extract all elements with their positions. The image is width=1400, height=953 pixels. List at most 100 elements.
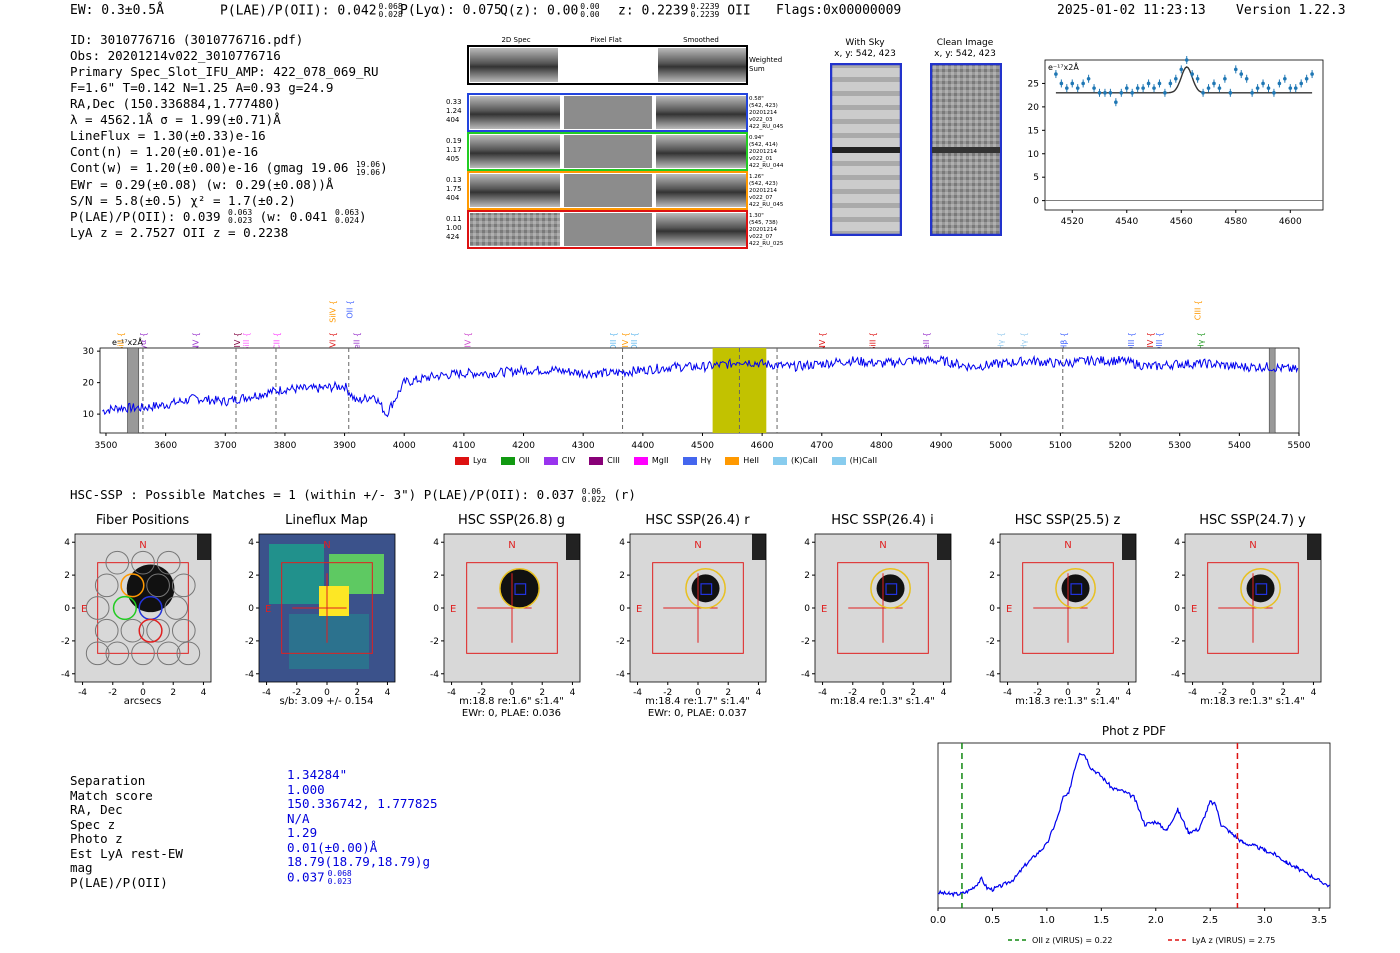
image-xtick-label: 4 — [1126, 688, 1132, 698]
match-plae-lo: 0.023 — [327, 876, 352, 886]
image-panel-title: HSC SSP(25.5) z — [1014, 513, 1121, 528]
match-label: Photo z — [70, 831, 123, 846]
match-plae-hi: 0.068 — [327, 868, 352, 878]
zoom-point — [1272, 91, 1276, 95]
image-match-ellipse — [1240, 567, 1281, 609]
spec-xtick-label: 3700 — [214, 441, 237, 451]
image-panel: N E -4 -4 -2 -2 0 0 2 2 4 4 — [986, 533, 1137, 698]
match-plae-bounds: 0.068 0.023 — [327, 868, 352, 886]
image-panel-caption: m:18.3 re:1.3" s:1.4" — [980, 696, 1155, 708]
spec-legend-swatch — [455, 456, 469, 465]
spec-xtick-label: 4100 — [452, 441, 475, 451]
cutout-panel: 2D Spec Pixel Flat Smoothed Weighted Sum… — [446, 36, 784, 249]
match-value: 1.000 — [287, 782, 438, 798]
spec-xtick-label: 4800 — [870, 441, 893, 451]
zoom-point — [1244, 76, 1249, 81]
image-caption-line: m:18.4 re:1.3" s:1.4" — [830, 696, 935, 707]
spec-line-label: Hγ { — [1197, 332, 1206, 350]
image-xtick-label: 0 — [695, 688, 701, 698]
header-z-line: OII — [727, 3, 751, 19]
zoom-ytick-label: 10 — [1028, 150, 1040, 160]
cutout-right-value: (542, 423) — [749, 181, 778, 187]
spec-line-label: SiII { — [868, 332, 877, 352]
image-caption-line: EWr: 0, PLAE: 0.037 — [647, 708, 748, 719]
cutout-2d — [470, 96, 560, 129]
spec-xtick-label: 4300 — [572, 441, 595, 451]
match-value-text: 1.34284" — [287, 767, 348, 782]
photz-xtick-label: 1.0 — [1039, 915, 1055, 926]
image-target-box — [1070, 583, 1083, 596]
match-label: Spec z — [70, 816, 116, 832]
spec-line-label: Hβ { — [1059, 332, 1068, 351]
image-xtick-label: 4 — [201, 688, 207, 698]
image-ytick-label: -2 — [1171, 637, 1180, 647]
fiber-circle — [146, 618, 170, 643]
full-spectrum-chart: SiII {Lyα {NV {CIV {SiII {CII {SiIV {OII… — [83, 300, 1310, 451]
image-north-label: N — [1064, 540, 1071, 551]
header-z: z: 0.2239 0.2239 0.2239 OII — [618, 3, 751, 19]
zoom-point — [1103, 91, 1107, 95]
info-lineflux: LineFlux = 1.30(±0.33)e-16 — [70, 128, 266, 143]
zoom-point — [1119, 91, 1124, 95]
image-xtick-label: 2 — [170, 688, 176, 698]
image-ytick-label: 0 — [1174, 604, 1180, 614]
spec-line-label: CIII { — [1194, 300, 1203, 320]
info-plae-w-lo: 0.024 — [334, 216, 360, 225]
image-caption-line: arcsecs — [123, 696, 162, 707]
zoom-point — [1304, 76, 1309, 81]
zoom-point — [1255, 86, 1260, 90]
fiber-circle — [120, 618, 145, 643]
spec-ytick-label: 30 — [83, 347, 95, 357]
image-caption-line: m:18.3 re:1.3" s:1.4" — [1015, 696, 1120, 707]
image-xtick-label: 0 — [324, 688, 330, 698]
zoom-point — [1108, 91, 1113, 95]
zoom-point — [1190, 72, 1194, 76]
image-xtick-label: -4 — [818, 688, 827, 698]
cutout-right-value: 422_RU_045 — [749, 124, 784, 130]
weighted-label-1: Weighted — [749, 56, 782, 64]
spec-legend-label: Hγ — [700, 456, 712, 465]
spec-line-label: NV { — [818, 332, 827, 351]
with-sky-title: With Sky x, y: 542, 423 — [828, 38, 902, 60]
zoom-point — [1141, 86, 1145, 90]
clean-image — [930, 63, 1002, 236]
cutout-left-value: 1.00 — [446, 224, 462, 232]
image-ytick-label: 4 — [619, 538, 625, 548]
lineflux-region — [289, 614, 369, 669]
image-north-label: N — [323, 540, 330, 551]
image-match-ellipse — [685, 567, 726, 609]
match-value: 0.037 0.068 0.023 — [287, 868, 438, 886]
spec-masked-range — [1268, 347, 1276, 434]
fiber-circle-selected — [138, 618, 163, 643]
cutout-smooth — [656, 174, 746, 207]
clean-label: Clean Image — [936, 38, 994, 48]
image-corner-source — [752, 534, 766, 560]
image-xtick-label: 2 — [1280, 688, 1286, 698]
match-label: Est LyA rest-EW — [70, 845, 183, 861]
image-target-box — [514, 583, 527, 596]
fiber-circle — [85, 641, 110, 666]
image-xtick-label: 4 — [941, 688, 947, 698]
fiber-circle — [105, 641, 130, 666]
image-ytick-label: -2 — [801, 637, 810, 647]
image-ytick-label: 2 — [619, 571, 625, 581]
zoom-point — [1086, 76, 1091, 81]
header-z-value: z: 0.2239 — [618, 3, 689, 19]
image-east-label: E — [1006, 604, 1012, 615]
image-panel: N E -4 -4 -2 -2 0 0 2 2 4 4 — [1171, 533, 1322, 698]
zoom-point — [1206, 86, 1211, 90]
fiber-circle-selected — [120, 573, 145, 598]
spec-line-label: CIV { — [621, 332, 630, 353]
image-north-label: N — [139, 540, 146, 551]
image-xtick-label: -4 — [447, 688, 456, 698]
image-xtick-label: -2 — [108, 688, 117, 698]
image-xtick-label: 0 — [1065, 688, 1071, 698]
image-panel-caption: m:18.8 re:1.6" s:1.4" EWr: 0, PLAE: 0.036 — [424, 696, 599, 720]
zoom-point — [1201, 91, 1205, 95]
image-target-box — [1255, 583, 1268, 596]
image-ytick-label: -4 — [801, 670, 810, 680]
fiber-circle — [156, 641, 181, 666]
zoom-point — [1223, 76, 1227, 81]
spec-legend-swatch — [543, 456, 558, 465]
cutout-right-value: 422_RU_025 — [749, 241, 784, 247]
